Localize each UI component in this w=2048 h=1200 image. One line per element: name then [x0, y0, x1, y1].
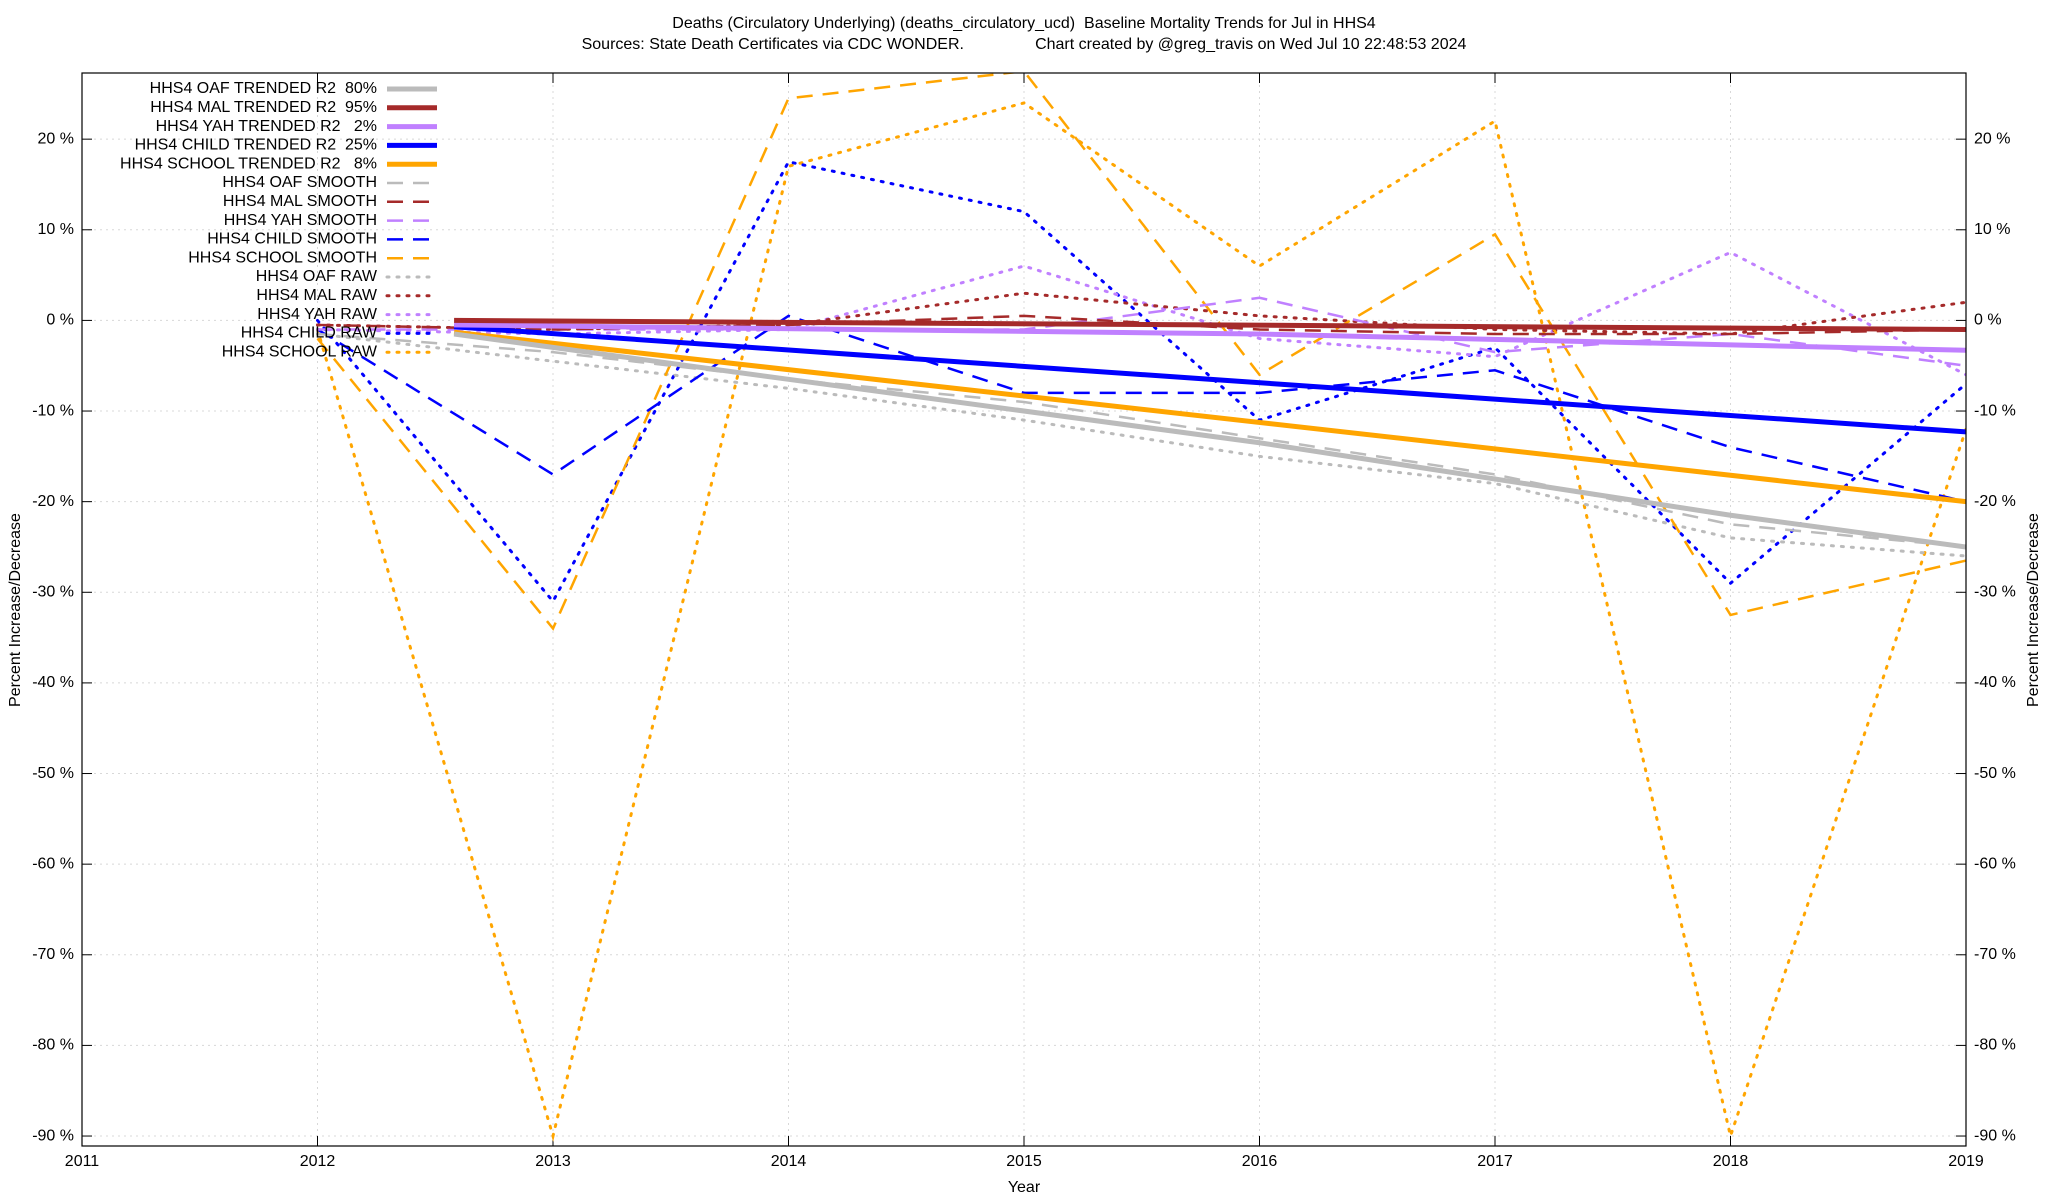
x-tick-label: 2014	[771, 1153, 807, 1170]
y-tick-label: -50 %	[32, 765, 74, 782]
plot-frame	[81, 72, 1967, 1147]
legend-label: HHS4 SCHOOL TRENDED R2 8%	[120, 155, 377, 172]
legend-label: HHS4 MAL RAW	[256, 287, 378, 304]
legend-label: HHS4 SCHOOL SMOOTH	[188, 249, 377, 266]
y2-tick-label: -50 %	[1974, 765, 2016, 782]
series-line	[453, 329, 1966, 505]
y-tick-label: -70 %	[32, 946, 74, 963]
x-tick-label: 2012	[300, 1153, 336, 1170]
legend-label: HHS4 YAH RAW	[257, 306, 378, 323]
legend-label: HHS4 YAH TRENDED R2 2%	[156, 118, 377, 135]
y-axis-label: Percent Increase/Decrease	[7, 513, 24, 707]
x-tick-label: 2018	[1713, 1153, 1749, 1170]
series-line	[453, 331, 1966, 550]
chart-title: Deaths (Circulatory Underlying) (deaths_…	[672, 15, 1375, 32]
legend-label: HHS4 OAF SMOOTH	[222, 174, 377, 191]
legend-label: HHS4 YAH SMOOTH	[224, 212, 377, 229]
series-line	[453, 324, 1966, 435]
series-line	[317, 332, 1966, 549]
y2-axis-label: Percent Increase/Decrease	[2025, 513, 2042, 707]
x-tick-label: 2017	[1477, 1153, 1513, 1170]
legend-label: HHS4 MAL SMOOTH	[223, 193, 377, 210]
y-tick-label: 10 %	[38, 221, 74, 238]
y2-tick-label: 10 %	[1974, 221, 2010, 238]
legend-label: HHS4 CHILD SMOOTH	[207, 231, 377, 248]
legend-label: HHS4 SCHOOL RAW	[222, 343, 378, 360]
y2-tick-label: 0 %	[1974, 312, 2002, 329]
x-axis-label: Year	[1008, 1179, 1041, 1196]
y-tick-label: -20 %	[32, 493, 74, 510]
series-line	[316, 250, 1966, 377]
series-line	[316, 101, 1966, 1142]
y2-tick-label: -90 %	[1974, 1127, 2016, 1144]
y2-tick-label: -70 %	[1974, 946, 2016, 963]
x-tick-label: 2019	[1948, 1153, 1984, 1170]
series-line	[316, 160, 1966, 605]
y2-tick-label: 20 %	[1974, 130, 2010, 147]
x-tick-label: 2013	[535, 1153, 571, 1170]
series-line	[316, 332, 1966, 558]
y-tick-label: -90 %	[32, 1127, 74, 1144]
y-tick-label: -30 %	[32, 584, 74, 601]
series-line	[454, 317, 1966, 332]
series-line	[316, 73, 1966, 631]
x-tick-label: 2015	[1006, 1153, 1042, 1170]
series-line	[316, 314, 1966, 503]
chart-subtitle: Sources: State Death Certificates via CD…	[582, 36, 1467, 53]
y-tick-label: -40 %	[32, 674, 74, 691]
legend-label: HHS4 CHILD TRENDED R2 25%	[135, 137, 377, 154]
y2-tick-label: -80 %	[1974, 1037, 2016, 1054]
y-tick-label: -10 %	[32, 402, 74, 419]
y-tick-label: -80 %	[32, 1037, 74, 1054]
legend-label: HHS4 CHILD RAW	[241, 325, 378, 342]
legend-label: HHS4 OAF TRENDED R2 80%	[150, 80, 377, 97]
y-tick-label: -60 %	[32, 855, 74, 872]
x-tick-label: 2016	[1242, 1153, 1278, 1170]
x-tick-label: 2011	[65, 1153, 100, 1170]
y-tick-label: 0 %	[46, 312, 74, 329]
y2-tick-label: -10 %	[1974, 402, 2016, 419]
y-tick-label: 20 %	[38, 130, 74, 147]
y2-tick-label: -40 %	[1974, 674, 2016, 691]
y2-tick-label: -30 %	[1974, 584, 2016, 601]
y2-tick-label: -20 %	[1974, 493, 2016, 510]
series-line	[454, 322, 1966, 353]
legend-label: HHS4 OAF RAW	[256, 268, 378, 285]
y2-tick-label: -60 %	[1974, 855, 2016, 872]
legend-label: HHS4 MAL TRENDED R2 95%	[150, 99, 377, 116]
